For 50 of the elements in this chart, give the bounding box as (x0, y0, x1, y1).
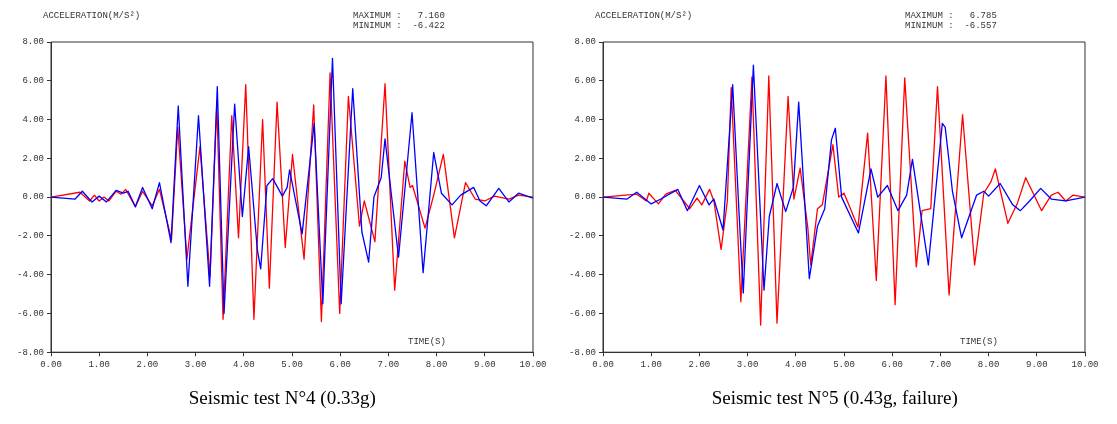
x-tick-label: 5.00 (833, 359, 856, 370)
text: Seismic test N°5 (0.43g, failure) (711, 387, 958, 409)
text: MINIMUM : -6.422 (352, 21, 445, 31)
y-tick-label: 6.00 (22, 76, 44, 87)
x-tick-label: 10.00 (1071, 359, 1099, 370)
x-tick-label: 9.00 (1026, 359, 1048, 370)
x-tick-label: 7.00 (929, 359, 952, 370)
y-tick-label: 0.00 (574, 192, 597, 203)
y-tick-label: 8.00 (574, 37, 597, 48)
x-tick-label: 2.00 (136, 359, 158, 370)
y-tick-label: -6.00 (16, 308, 44, 319)
x-tick-label: 3.00 (184, 359, 207, 370)
x-tick-label: 8.00 (425, 359, 448, 370)
x-tick-label: 8.00 (978, 359, 1000, 370)
y-tick-label: -4.00 (569, 270, 597, 281)
x-tick-label: 0.00 (592, 359, 615, 370)
x-tick-label: 5.00 (280, 359, 303, 370)
y-tick-label: -8.00 (16, 347, 44, 358)
x-tick-label: 10.00 (519, 359, 547, 370)
x-tick-label: 6.00 (329, 359, 351, 370)
y-tick-label: 4.00 (22, 114, 44, 125)
y-tick-label: 2.00 (574, 153, 597, 164)
y-tick-label: 6.00 (574, 76, 597, 87)
y-tick-label: 2.00 (22, 153, 44, 164)
y-axis-title: ACCELERATION(M/S²) (42, 11, 140, 21)
y-tick-label: -8.00 (569, 347, 597, 358)
y-tick-label: 0.00 (22, 192, 44, 203)
x-axis-title: TIME(S) (960, 337, 999, 348)
x-tick-label: 1.00 (88, 359, 110, 370)
x-tick-label: 4.00 (232, 359, 255, 370)
y-tick-label: -2.00 (569, 231, 597, 242)
x-tick-label: 7.00 (377, 359, 399, 370)
text: MAXIMUM : 7.160 (352, 11, 445, 21)
x-tick-label: 3.00 (737, 359, 759, 370)
x-tick-label: 2.00 (688, 359, 711, 370)
y-axis-title: ACCELERATION(M/S²) (595, 11, 693, 21)
x-axis-title: TIME(S) (407, 337, 446, 348)
text: MAXIMUM : 6.785 (905, 11, 998, 21)
x-tick-label: 0.00 (39, 359, 62, 370)
y-tick-label: -2.00 (16, 231, 44, 242)
y-tick-label: -4.00 (16, 270, 44, 281)
text: MINIMUM : -6.557 (905, 21, 998, 31)
y-tick-label: 4.00 (574, 114, 597, 125)
y-tick-label: 8.00 (22, 37, 44, 48)
text: Seismic test N°4 (0.33g) (188, 387, 376, 409)
x-tick-label: 4.00 (785, 359, 807, 370)
x-tick-label: 6.00 (881, 359, 904, 370)
y-tick-label: -6.00 (569, 308, 597, 319)
x-tick-label: 1.00 (640, 359, 663, 370)
x-tick-label: 9.00 (473, 359, 496, 370)
